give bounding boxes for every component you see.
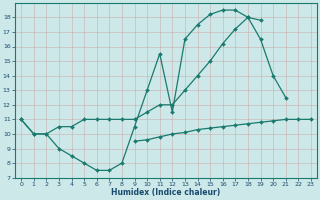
X-axis label: Humidex (Indice chaleur): Humidex (Indice chaleur) — [111, 188, 221, 197]
